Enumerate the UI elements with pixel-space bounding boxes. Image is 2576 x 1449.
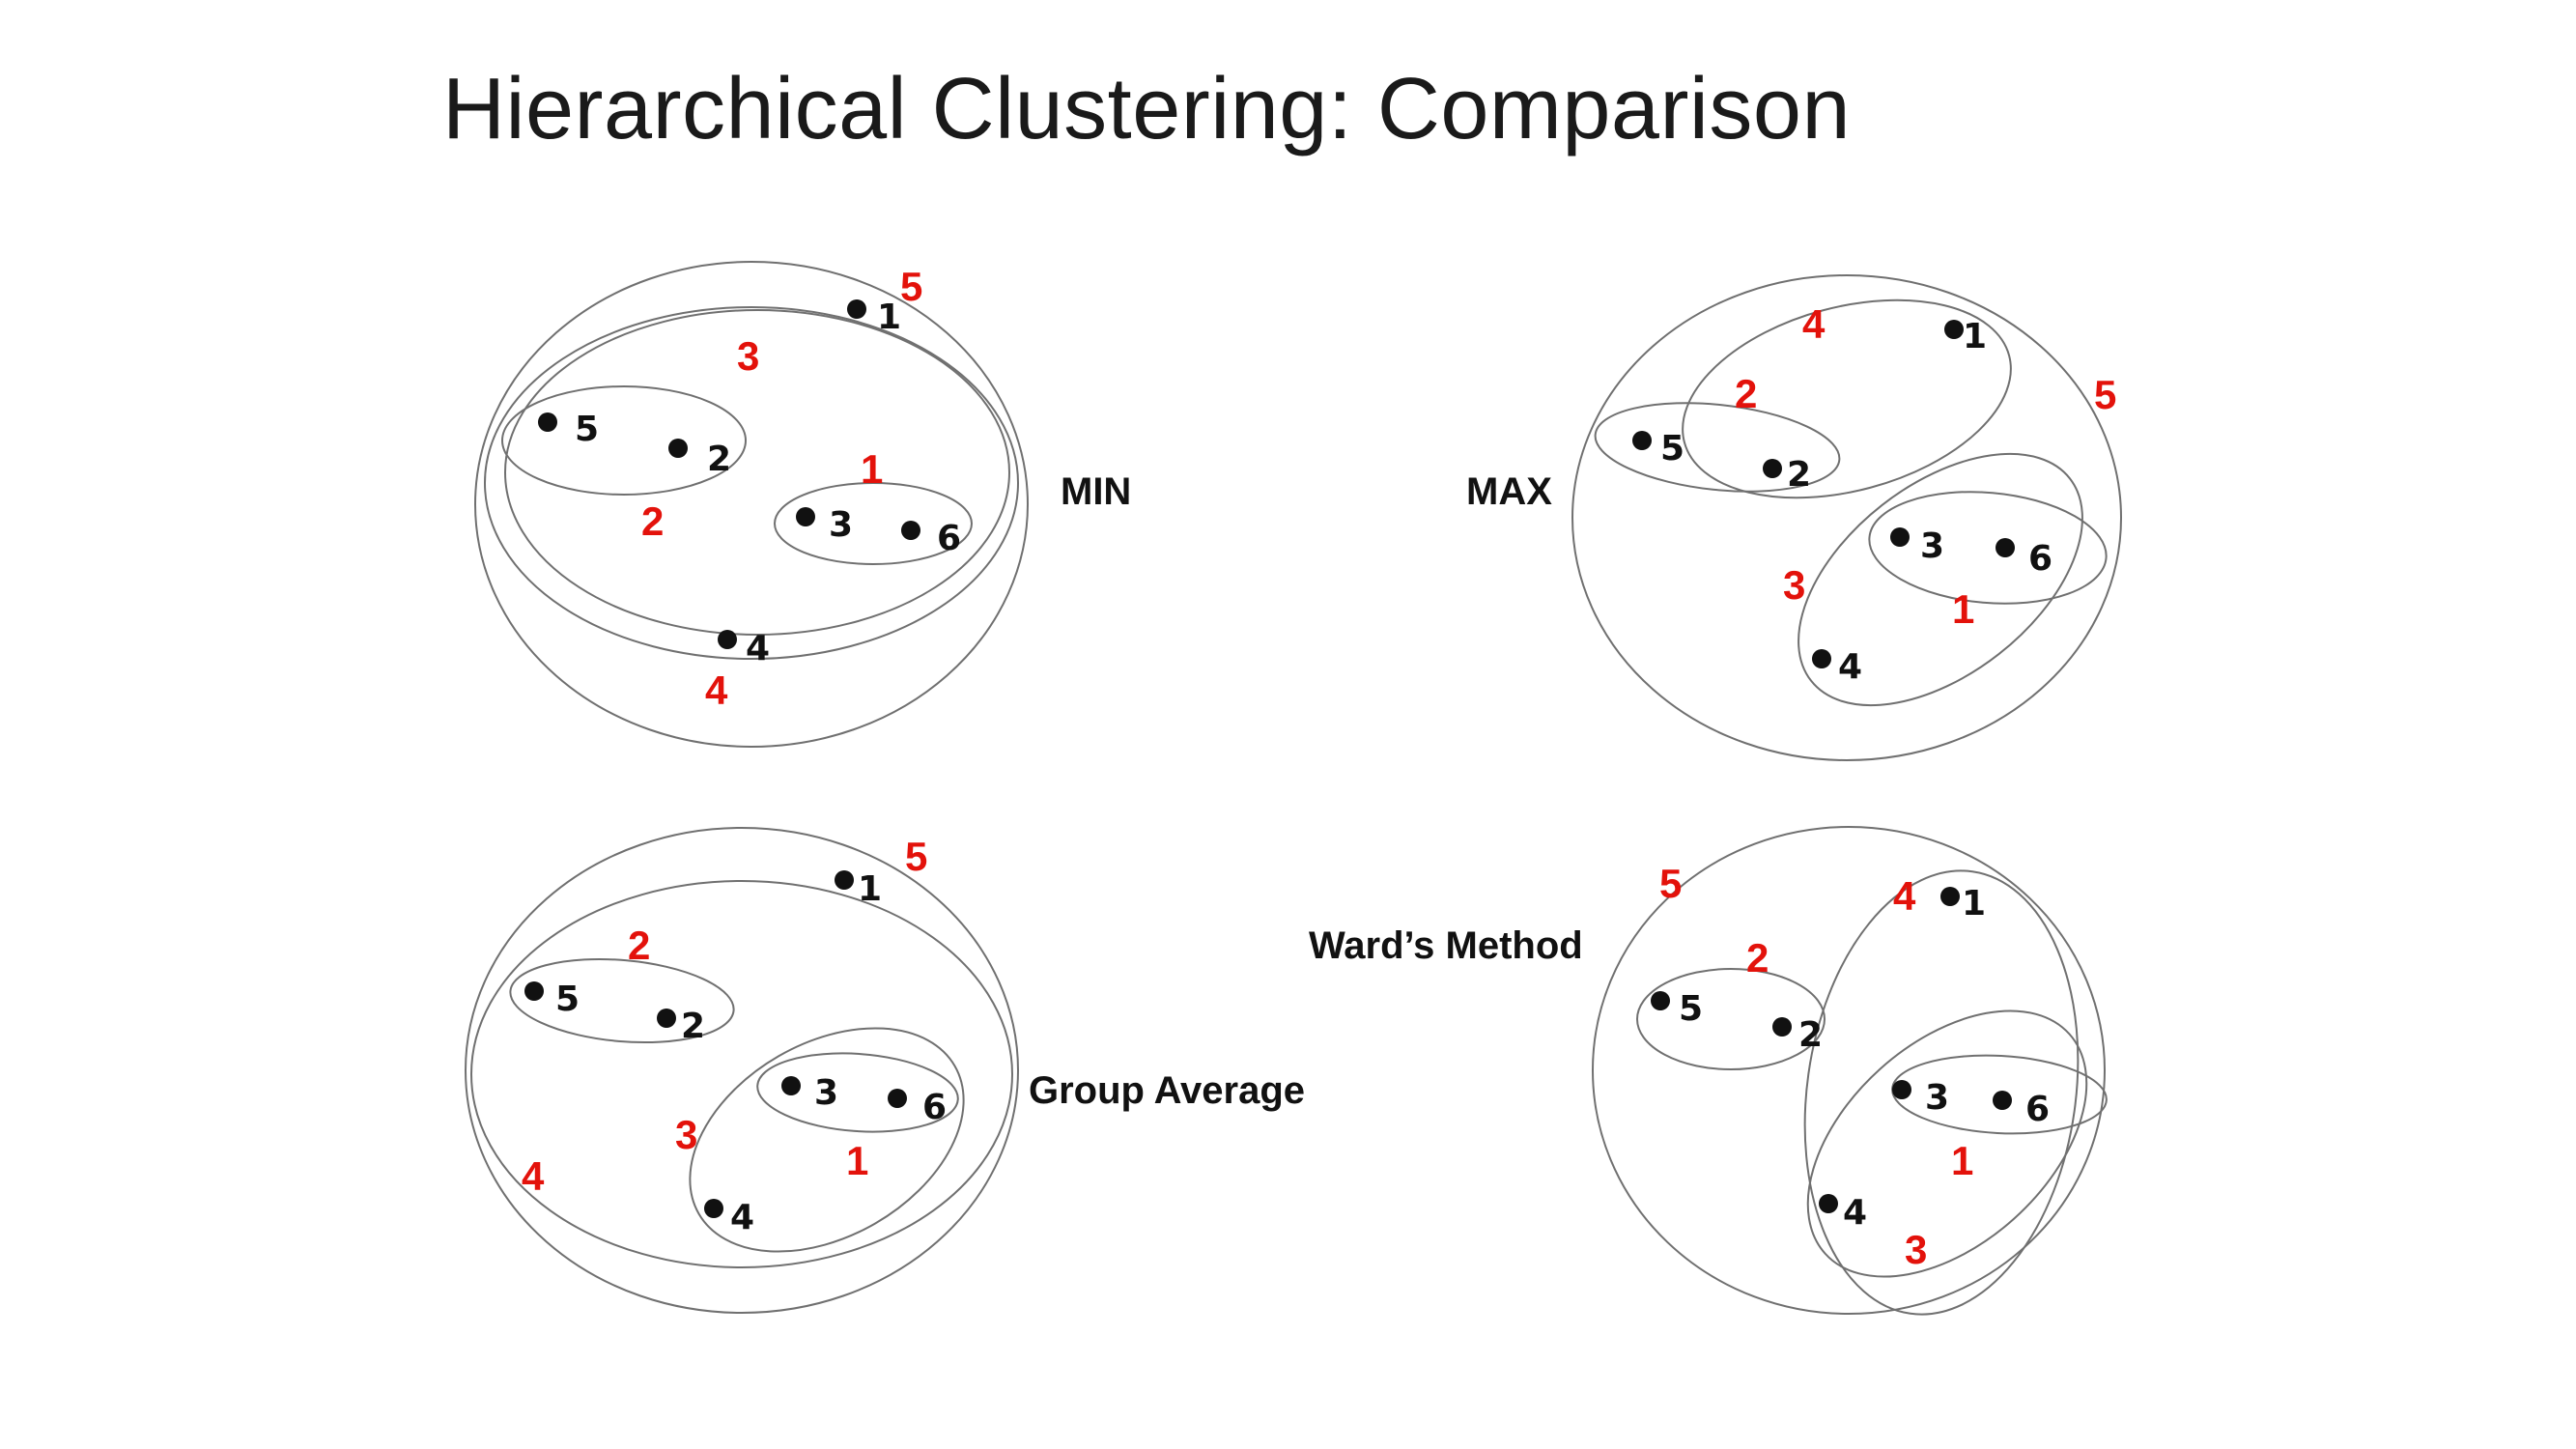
data-point [1890,527,1910,547]
point-label: 4 [1843,1193,1867,1233]
merge-order-label: 4 [705,668,728,713]
point-label: 3 [1920,526,1944,566]
point-label: 5 [575,410,599,449]
merge-order-label: 5 [900,264,922,309]
cluster-outline [1592,826,2106,1315]
data-point [1940,887,1960,906]
merge-order-label: 2 [1735,371,1757,416]
point-label: 1 [1962,884,1986,923]
data-point [847,299,866,319]
cluster-outline [1868,491,2108,605]
point-label: 1 [877,298,901,337]
merge-order-label: 3 [1905,1227,1927,1272]
point-label: 2 [707,440,731,479]
point-label: 2 [1798,1015,1823,1055]
cluster-outline [470,880,1013,1268]
merge-order-label: 2 [1746,935,1769,980]
data-point [1763,459,1782,478]
cluster-outline [1682,298,2012,499]
method-label: MAX [1466,470,1552,513]
merge-order-label: 2 [628,923,650,968]
method-label: MIN [1061,470,1131,513]
merge-order-label: 2 [641,498,664,544]
point-label: 6 [2025,1090,2050,1129]
point-label: 1 [1963,317,1987,356]
point-label: 4 [746,629,770,668]
data-point [796,507,815,526]
cluster-outline [484,306,1019,660]
point-label: 3 [814,1073,838,1113]
cluster-outline [1803,869,2080,1316]
cluster-outline [1798,452,2083,707]
method-label: Ward’s Method [1309,924,1583,967]
data-point [1812,649,1831,668]
data-point [1819,1194,1838,1213]
merge-order-label: 5 [905,834,927,879]
cluster-outline [756,1052,959,1133]
data-point [1632,431,1652,450]
slide-title: Hierarchical Clustering: Comparison [442,61,1852,157]
merge-order-label: 4 [1893,873,1916,919]
cluster-outline [1636,968,1826,1070]
data-point [781,1076,801,1095]
panel-group-average: 1 5 2 3 6 4 5 2 3 1 4 Group Average [465,827,1305,1314]
data-point [1996,538,2015,557]
data-point [1772,1017,1792,1037]
point-label: 5 [1660,429,1684,469]
data-point [888,1089,907,1108]
point-label: 2 [681,1007,705,1046]
cluster-outline [689,1027,965,1253]
cluster-outline [465,827,1019,1314]
merge-order-label: 4 [1802,301,1826,347]
point-label: 4 [730,1198,754,1237]
panel-max: 1 5 2 3 6 4 4 5 2 3 1 MAX [1466,274,2122,761]
data-point [901,521,920,540]
data-point [835,870,854,890]
merge-order-label: 4 [522,1153,545,1199]
point-label: 6 [922,1088,947,1127]
data-point [538,412,557,432]
point-label: 4 [1838,647,1862,687]
panel-ward: 1 5 2 3 6 4 5 4 2 1 3 Ward’s Method [1309,826,2108,1316]
point-label: 5 [1679,989,1703,1029]
data-point [1651,991,1670,1010]
data-point [1993,1091,2012,1110]
panel-min: 1 5 2 3 6 4 5 3 1 2 4 MIN [474,261,1131,748]
cluster-outline [504,309,1010,636]
cluster-outline [509,957,735,1044]
merge-order-label: 3 [737,333,759,379]
merge-order-label: 3 [675,1112,697,1157]
cluster-outline [501,385,747,496]
data-point [704,1199,723,1218]
merge-order-label: 3 [1783,562,1805,608]
cluster-outline [1594,402,1841,493]
point-label: 5 [555,980,580,1019]
data-point [1892,1080,1911,1099]
data-point [524,981,544,1001]
data-point [1944,320,1964,339]
point-label: 3 [1925,1078,1949,1118]
cluster-outline [474,261,1029,748]
method-label: Group Average [1029,1069,1305,1112]
merge-order-label: 1 [1952,586,1974,632]
cluster-outline [1571,274,2122,761]
merge-order-label: 5 [1659,861,1682,906]
merge-order-label: 1 [861,446,883,492]
point-label: 6 [2028,539,2052,579]
point-label: 3 [829,505,853,545]
cluster-outline [1806,1009,2088,1278]
point-label: 2 [1787,455,1811,495]
point-label: 1 [858,869,882,909]
data-point [657,1009,676,1028]
data-point [718,630,737,649]
point-label: 6 [937,519,961,558]
cluster-outline [774,482,973,565]
merge-order-label: 1 [846,1138,868,1183]
data-point [668,439,688,458]
merge-order-label: 5 [2094,372,2116,417]
merge-order-label: 1 [1951,1138,1973,1183]
